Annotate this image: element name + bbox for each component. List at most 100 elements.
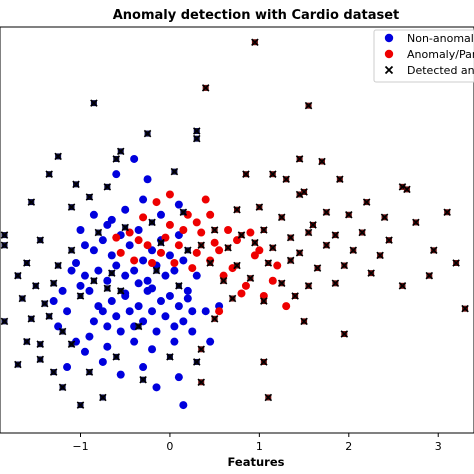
detected-marker bbox=[58, 383, 67, 392]
data-point bbox=[188, 307, 197, 316]
data-point bbox=[197, 228, 206, 237]
detected-marker bbox=[108, 269, 116, 277]
detected-marker bbox=[304, 282, 313, 290]
data-point bbox=[67, 266, 76, 275]
data-point bbox=[103, 276, 112, 285]
detected-marker bbox=[295, 249, 304, 257]
detected-marker bbox=[233, 205, 241, 214]
detected-marker bbox=[362, 198, 371, 206]
data-point bbox=[134, 279, 143, 288]
data-point bbox=[89, 317, 98, 326]
data-point bbox=[103, 220, 112, 229]
data-point bbox=[206, 210, 215, 219]
detected-marker bbox=[340, 330, 349, 338]
detected-marker bbox=[116, 287, 125, 295]
detected-marker bbox=[157, 238, 165, 247]
data-point bbox=[152, 198, 161, 207]
detected-marker bbox=[85, 368, 94, 376]
detected-marker bbox=[67, 203, 76, 211]
data-point bbox=[273, 261, 282, 270]
detected-marker bbox=[54, 261, 62, 270]
data-point bbox=[134, 236, 143, 245]
data-point bbox=[112, 312, 121, 321]
data-point bbox=[80, 271, 89, 280]
legend-item: Anomaly/Par bbox=[384, 48, 474, 61]
legend: Non-anomal Anomaly/Par Detected an bbox=[373, 29, 474, 83]
data-point bbox=[170, 322, 179, 331]
data-point bbox=[170, 258, 179, 267]
detected-marker bbox=[166, 353, 174, 361]
data-point bbox=[89, 246, 98, 255]
detected-marker bbox=[0, 231, 9, 239]
data-point bbox=[98, 236, 107, 245]
data-point bbox=[161, 312, 170, 321]
detected-marker bbox=[201, 84, 210, 92]
detected-marker bbox=[309, 221, 317, 229]
detected-marker bbox=[251, 38, 259, 46]
points-layer bbox=[0, 38, 469, 410]
data-point bbox=[174, 302, 183, 311]
data-point bbox=[206, 337, 215, 346]
detected-marker bbox=[67, 340, 76, 348]
data-point bbox=[130, 266, 139, 275]
data-point bbox=[241, 281, 250, 290]
detected-marker bbox=[45, 170, 53, 178]
legend-label: Anomaly/Par bbox=[407, 48, 474, 61]
legend-label: Non-anomal bbox=[407, 32, 474, 45]
detected-marker bbox=[304, 228, 313, 237]
legend-marker bbox=[384, 49, 394, 59]
data-point bbox=[76, 281, 85, 290]
detected-marker bbox=[49, 368, 58, 376]
data-point bbox=[183, 286, 192, 295]
x-axis: −1 0 1 2 3 bbox=[72, 433, 442, 453]
detected-marker bbox=[376, 251, 384, 260]
data-point bbox=[192, 271, 201, 280]
detected-marker bbox=[0, 317, 9, 326]
data-point bbox=[179, 317, 188, 326]
detected-marker bbox=[269, 170, 277, 178]
data-point bbox=[72, 258, 81, 267]
data-point bbox=[143, 241, 152, 250]
detected-marker bbox=[0, 241, 9, 249]
detected-marker bbox=[304, 101, 313, 110]
detected-marker bbox=[85, 193, 94, 201]
detected-marker bbox=[152, 266, 161, 275]
detected-marker bbox=[398, 282, 407, 290]
data-point bbox=[246, 228, 255, 237]
detected-marker bbox=[429, 246, 438, 255]
detected-marker bbox=[277, 213, 286, 222]
data-point bbox=[224, 226, 233, 234]
detected-marker bbox=[322, 241, 331, 249]
detected-marker bbox=[90, 99, 98, 107]
detected-marker bbox=[385, 236, 393, 244]
data-point bbox=[165, 291, 174, 300]
data-point bbox=[85, 286, 94, 295]
data-point bbox=[63, 307, 72, 316]
detected-marker bbox=[45, 312, 53, 321]
detected-marker bbox=[260, 358, 268, 366]
detected-marker bbox=[403, 185, 411, 194]
detected-marker bbox=[121, 223, 129, 232]
data-point bbox=[179, 401, 188, 410]
legend-label: Detected an bbox=[407, 64, 474, 77]
data-point bbox=[134, 226, 143, 234]
detected-marker bbox=[197, 378, 205, 387]
data-point bbox=[103, 342, 112, 351]
detected-marker bbox=[313, 264, 322, 272]
detected-marker bbox=[380, 213, 389, 222]
data-point bbox=[139, 195, 148, 204]
detected-marker bbox=[318, 157, 326, 166]
detected-marker bbox=[224, 243, 232, 252]
data-point bbox=[148, 345, 157, 354]
detected-marker bbox=[99, 393, 107, 402]
detected-marker bbox=[336, 175, 344, 184]
series-3 bbox=[0, 38, 469, 409]
detected-marker bbox=[27, 198, 36, 206]
detected-marker bbox=[112, 155, 121, 163]
detected-marker bbox=[358, 228, 366, 237]
data-point bbox=[125, 307, 134, 316]
chart-title: Anomaly detection with Cardio dataset bbox=[113, 8, 400, 23]
data-point bbox=[210, 238, 219, 247]
plot-area bbox=[0, 26, 474, 434]
